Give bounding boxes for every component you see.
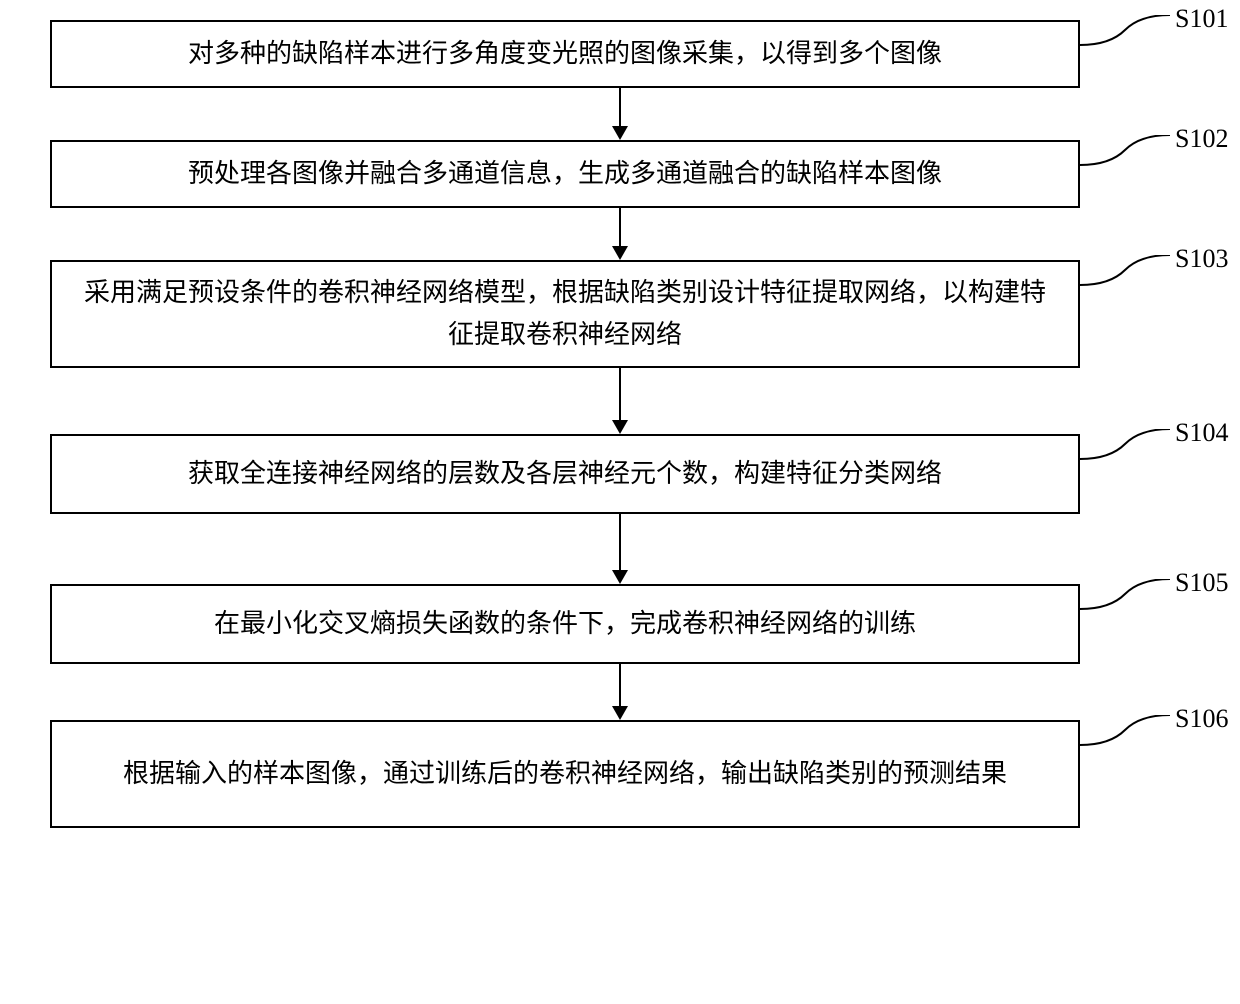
step-box-2: 预处理各图像并融合多通道信息，生成多通道融合的缺陷样本图像 (50, 140, 1080, 208)
step-text-5: 在最小化交叉熵损失函数的条件下，完成卷积神经网络的训练 (214, 603, 916, 645)
arrow-4 (105, 514, 1135, 584)
arrow-1 (105, 88, 1135, 140)
step-box-5: 在最小化交叉熵损失函数的条件下，完成卷积神经网络的训练 (50, 584, 1080, 664)
step-container-3: 采用满足预设条件的卷积神经网络模型，根据缺陷类别设计特征提取网络，以构建特征提取… (50, 260, 1190, 368)
arrow-3 (105, 368, 1135, 434)
flowchart-container: 对多种的缺陷样本进行多角度变光照的图像采集，以得到多个图像 S101 预处理各图… (50, 20, 1190, 828)
step-container-1: 对多种的缺陷样本进行多角度变光照的图像采集，以得到多个图像 S101 (50, 20, 1190, 88)
step-container-4: 获取全连接神经网络的层数及各层神经元个数，构建特征分类网络 S104 (50, 434, 1190, 514)
step-label-6: S106 (1175, 704, 1228, 734)
step-label-5: S105 (1175, 568, 1228, 598)
arrow-2 (105, 208, 1135, 260)
connector-1 (1070, 15, 1190, 65)
connector-5 (1070, 579, 1190, 629)
connector-4 (1070, 429, 1190, 479)
step-box-4: 获取全连接神经网络的层数及各层神经元个数，构建特征分类网络 (50, 434, 1080, 514)
step-text-1: 对多种的缺陷样本进行多角度变光照的图像采集，以得到多个图像 (188, 33, 942, 75)
step-box-6: 根据输入的样本图像，通过训练后的卷积神经网络，输出缺陷类别的预测结果 (50, 720, 1080, 828)
step-label-4: S104 (1175, 418, 1228, 448)
step-container-5: 在最小化交叉熵损失函数的条件下，完成卷积神经网络的训练 S105 (50, 584, 1190, 664)
connector-6 (1070, 715, 1190, 765)
step-text-6: 根据输入的样本图像，通过训练后的卷积神经网络，输出缺陷类别的预测结果 (123, 753, 1007, 795)
step-label-1: S101 (1175, 4, 1228, 34)
step-container-6: 根据输入的样本图像，通过训练后的卷积神经网络，输出缺陷类别的预测结果 S106 (50, 720, 1190, 828)
step-label-3: S103 (1175, 244, 1228, 274)
connector-2 (1070, 135, 1190, 185)
arrow-5 (105, 664, 1135, 720)
connector-3 (1070, 255, 1190, 305)
step-box-1: 对多种的缺陷样本进行多角度变光照的图像采集，以得到多个图像 (50, 20, 1080, 88)
step-container-2: 预处理各图像并融合多通道信息，生成多通道融合的缺陷样本图像 S102 (50, 140, 1190, 208)
step-text-3: 采用满足预设条件的卷积神经网络模型，根据缺陷类别设计特征提取网络，以构建特征提取… (76, 272, 1054, 355)
step-text-4: 获取全连接神经网络的层数及各层神经元个数，构建特征分类网络 (188, 453, 942, 495)
step-text-2: 预处理各图像并融合多通道信息，生成多通道融合的缺陷样本图像 (188, 153, 942, 195)
step-label-2: S102 (1175, 124, 1228, 154)
step-box-3: 采用满足预设条件的卷积神经网络模型，根据缺陷类别设计特征提取网络，以构建特征提取… (50, 260, 1080, 368)
